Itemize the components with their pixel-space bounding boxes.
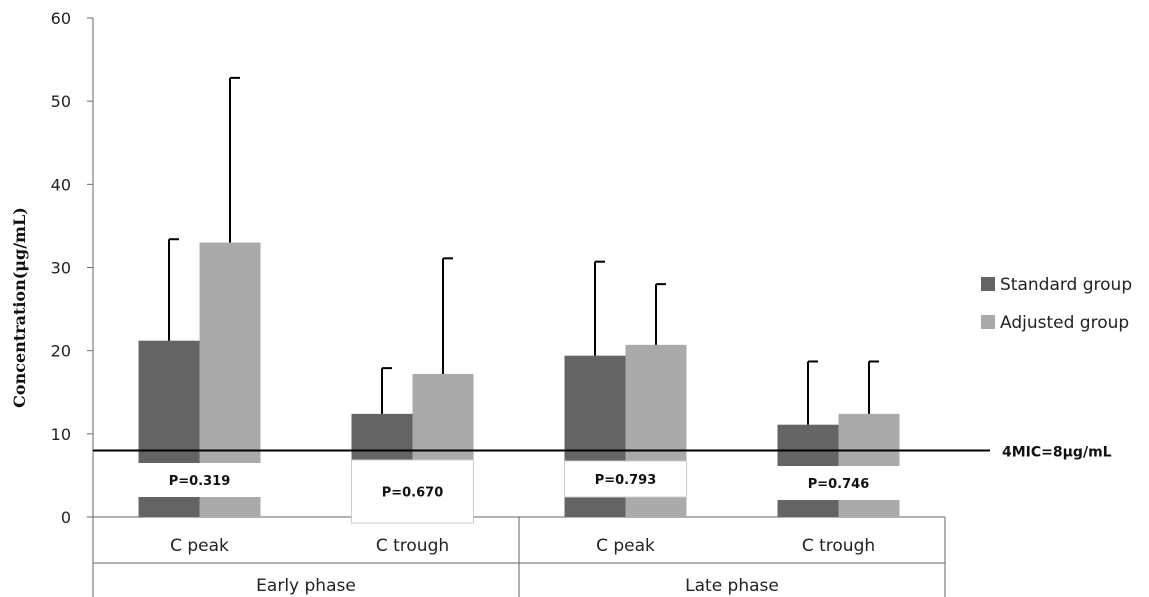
x-category-label: C peak bbox=[170, 536, 229, 556]
p-value-label: P=0.746 bbox=[808, 477, 870, 492]
bar-adjusted-group bbox=[838, 413, 900, 517]
legend-label: Standard group bbox=[1000, 275, 1132, 295]
x-category-label: C trough bbox=[376, 536, 449, 556]
legend-swatch bbox=[981, 315, 995, 329]
x-category-label: C trough bbox=[802, 536, 875, 556]
legend: Standard group Adjusted group bbox=[981, 275, 1132, 333]
y-tick-label: 40 bbox=[51, 175, 71, 194]
p-value-box bbox=[138, 463, 261, 497]
x-group-label: Late phase bbox=[685, 576, 779, 596]
legend-label: Adjusted group bbox=[1000, 313, 1129, 333]
bars bbox=[93, 76, 990, 524]
x-group-label: Early phase bbox=[256, 576, 356, 596]
p-value-label: P=0.793 bbox=[595, 473, 657, 488]
p-value-box bbox=[777, 466, 900, 500]
p-value-box bbox=[564, 460, 687, 498]
axis-labels: 0 10 20 30 40 50 60 C peak C trough C peak C troug… bbox=[10, 9, 1112, 596]
p-value-label: P=0.670 bbox=[382, 486, 444, 501]
y-axis-title: Concentration(μg/mL) bbox=[10, 207, 29, 408]
reference-line-label: 4MIC=8μg/mL bbox=[1002, 444, 1112, 460]
y-tick-label: 50 bbox=[51, 92, 71, 111]
y-tick-label: 60 bbox=[51, 9, 71, 28]
y-tick-label: 30 bbox=[51, 259, 71, 278]
legend-swatch bbox=[981, 277, 995, 291]
p-value-label: P=0.319 bbox=[169, 474, 231, 489]
y-tick-label: 20 bbox=[51, 342, 71, 361]
x-category-label: C peak bbox=[596, 536, 655, 556]
y-tick-label: 10 bbox=[51, 425, 71, 444]
p-value-box bbox=[351, 459, 474, 524]
y-tick-label: 0 bbox=[61, 508, 71, 527]
